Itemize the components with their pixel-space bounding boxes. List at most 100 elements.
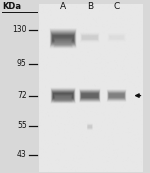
- Point: [52, 112, 55, 115]
- Point: [130, 163, 133, 166]
- Point: [58, 92, 60, 94]
- Point: [138, 147, 140, 150]
- Point: [111, 114, 113, 117]
- Point: [141, 57, 144, 60]
- Point: [93, 49, 96, 52]
- Point: [134, 119, 136, 121]
- Point: [89, 18, 91, 20]
- Point: [117, 2, 120, 5]
- Point: [127, 29, 129, 32]
- Point: [50, 102, 52, 105]
- Point: [60, 92, 62, 95]
- Point: [40, 119, 42, 121]
- Point: [126, 111, 128, 114]
- Point: [86, 10, 88, 13]
- Point: [108, 139, 110, 142]
- Point: [80, 11, 83, 13]
- Point: [45, 26, 47, 29]
- Point: [56, 152, 58, 154]
- Point: [112, 108, 115, 111]
- Point: [62, 113, 64, 116]
- Point: [116, 64, 119, 66]
- Point: [46, 25, 49, 28]
- Point: [119, 171, 122, 173]
- Point: [55, 46, 58, 49]
- Point: [102, 137, 105, 140]
- Point: [128, 100, 130, 103]
- Point: [108, 94, 111, 97]
- Point: [133, 121, 135, 124]
- Point: [88, 46, 90, 49]
- Point: [101, 149, 103, 152]
- Point: [132, 119, 134, 122]
- Point: [70, 102, 72, 104]
- Point: [72, 34, 75, 37]
- Point: [66, 10, 68, 13]
- Point: [69, 140, 72, 142]
- Point: [98, 67, 101, 70]
- Point: [93, 54, 96, 57]
- Point: [39, 124, 41, 127]
- Point: [41, 167, 43, 170]
- Point: [45, 29, 48, 31]
- Point: [129, 119, 131, 122]
- Point: [108, 166, 111, 169]
- Point: [125, 159, 127, 162]
- Point: [43, 67, 45, 70]
- Point: [121, 106, 123, 108]
- Point: [67, 9, 69, 12]
- Point: [73, 154, 75, 156]
- Point: [82, 53, 84, 56]
- Point: [71, 46, 73, 49]
- Point: [113, 32, 116, 34]
- Point: [112, 12, 115, 15]
- Point: [119, 53, 121, 56]
- Point: [127, 53, 129, 56]
- Point: [42, 68, 44, 71]
- Point: [126, 19, 129, 22]
- Point: [71, 122, 74, 125]
- Point: [110, 162, 112, 165]
- Point: [112, 139, 114, 142]
- Point: [106, 161, 108, 164]
- Point: [88, 82, 90, 85]
- Point: [125, 83, 128, 86]
- Point: [133, 151, 135, 154]
- Point: [133, 133, 135, 136]
- Point: [100, 18, 102, 21]
- Point: [85, 126, 87, 129]
- Point: [106, 170, 108, 173]
- Point: [106, 60, 109, 62]
- Point: [86, 75, 88, 77]
- Point: [79, 114, 82, 116]
- Point: [85, 171, 87, 173]
- Point: [80, 157, 82, 160]
- Point: [100, 60, 103, 62]
- Point: [81, 130, 84, 133]
- Point: [50, 28, 53, 31]
- Point: [62, 117, 65, 120]
- Point: [75, 132, 78, 135]
- Point: [121, 125, 124, 128]
- Point: [118, 135, 120, 138]
- Point: [128, 154, 130, 157]
- Point: [72, 56, 74, 58]
- Point: [99, 135, 101, 138]
- Point: [117, 164, 119, 167]
- Point: [58, 128, 60, 131]
- Point: [110, 25, 112, 28]
- Point: [91, 68, 93, 71]
- Point: [68, 48, 70, 51]
- Point: [56, 124, 58, 127]
- Point: [60, 127, 63, 129]
- Point: [54, 142, 57, 145]
- Point: [133, 161, 135, 163]
- Point: [102, 148, 104, 150]
- Point: [69, 116, 71, 119]
- Point: [49, 70, 51, 72]
- Point: [110, 124, 112, 127]
- Point: [94, 35, 97, 38]
- Point: [91, 76, 94, 79]
- Point: [115, 121, 117, 124]
- Point: [45, 19, 48, 22]
